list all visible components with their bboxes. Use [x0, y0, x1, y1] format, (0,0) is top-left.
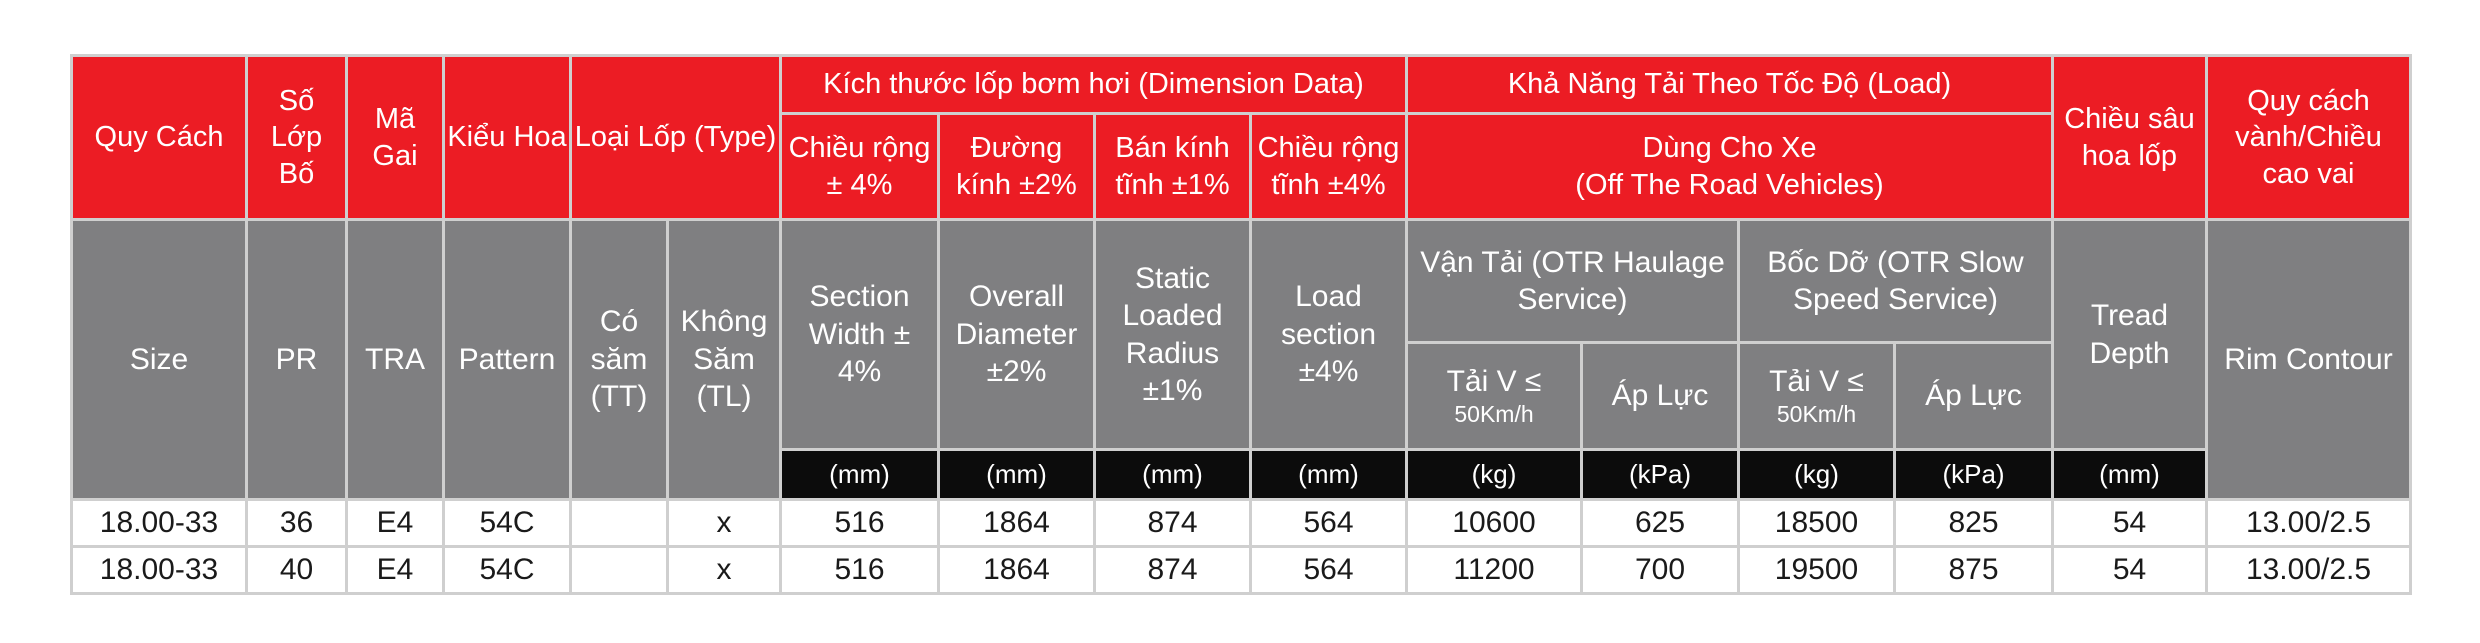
- unit-cell: (kPa): [1893, 448, 2054, 501]
- header-vehicle-line2: (Off The Road Vehicles): [1575, 168, 1884, 201]
- header-haulage-speed: 50Km/h: [1454, 401, 1534, 428]
- cell-tra: E4: [345, 545, 445, 595]
- header-haulage: Vận Tải (OTR Haulage Service): [1405, 218, 1740, 344]
- header-static-radius-vi: Bán kính tĩnh ±1%: [1093, 112, 1252, 221]
- header-row-vi-2: Chiều rộng ± 4% Đường kính ±2% Bán kính …: [72, 112, 2411, 221]
- header-load: Khả Năng Tải Theo Tốc Độ (Load): [1405, 54, 2054, 115]
- unit-cell: (mm): [2051, 448, 2208, 501]
- header-dimension: Kích thước lốp bơm hơi (Dimension Data): [779, 54, 1408, 115]
- header-static-radius-en: Static Loaded Radius ±1%: [1093, 218, 1252, 451]
- cell-static-radius: 874: [1093, 545, 1252, 595]
- cell-load-section: 564: [1249, 498, 1408, 548]
- cell-overall-diameter: 1864: [937, 498, 1096, 548]
- cell-size: 18.00-33: [70, 498, 248, 548]
- header-haulage-load-label: Tải V ≤: [1446, 364, 1542, 398]
- header-rim-en: Rim Contour: [2205, 218, 2412, 501]
- header-size-en: Size: [70, 218, 248, 501]
- cell-pattern: 54C: [442, 498, 572, 548]
- header-overall-diameter-vi: Đường kính ±2%: [937, 112, 1096, 221]
- header-tra-vi: Mã Gai: [345, 54, 445, 221]
- cell-overall-diameter: 1864: [937, 545, 1096, 595]
- table-row: 18.00-33 40 E4 54C x 516 1864 874 564 11…: [70, 545, 2412, 595]
- cell-slow-pressure: 875: [1893, 545, 2054, 595]
- header-slow-load: Tải V ≤ 50Km/h: [1737, 341, 1896, 451]
- cell-tube: [569, 498, 669, 548]
- header-pattern-en: Pattern: [442, 218, 572, 501]
- cell-haulage-pressure: 625: [1580, 498, 1740, 548]
- header-slow-speed-value: 50Km/h: [1776, 401, 1857, 428]
- header-units-row: (mm) (mm) (mm) (mm) (kg) (kPa) (kg) (kPa…: [72, 448, 2411, 501]
- cell-tra: E4: [345, 498, 445, 548]
- tire-spec-table-wrapper: Quy Cách Số Lớp Bố Mã Gai Kiểu Hoa Loại …: [70, 54, 2412, 595]
- cell-rim-contour: 13.00/2.5: [2205, 498, 2412, 548]
- header-tubeless: Không Săm (TL): [666, 218, 782, 501]
- cell-tread-depth: 54: [2051, 498, 2208, 548]
- header-haulage-pressure: Áp Lực: [1580, 341, 1740, 451]
- header-tube: Có săm (TT): [569, 218, 669, 501]
- unit-cell: (mm): [937, 448, 1096, 501]
- cell-size: 18.00-33: [70, 545, 248, 595]
- header-size-vi: Quy Cách: [70, 54, 248, 221]
- header-type-vi: Loại Lốp (Type): [569, 54, 782, 221]
- cell-tubeless: x: [666, 545, 782, 595]
- header-pattern-vi: Kiểu Hoa: [442, 54, 572, 221]
- unit-cell: (mm): [779, 448, 940, 501]
- header-row-vi-1: Quy Cách Số Lớp Bố Mã Gai Kiểu Hoa Loại …: [70, 54, 2412, 221]
- header-haulage-load: Tải V ≤ 50Km/h: [1405, 341, 1583, 451]
- cell-load-section: 564: [1249, 545, 1408, 595]
- header-load-section-en: Load section ±4%: [1249, 218, 1408, 451]
- cell-section-width: 516: [779, 498, 940, 548]
- cell-slow-load: 18500: [1737, 498, 1896, 548]
- unit-cell: (kg): [1405, 448, 1583, 501]
- header-row-en-2: Tải V ≤ 50Km/h Áp Lực Tải V ≤ 50Km/h Áp …: [72, 341, 2411, 451]
- header-section-width-vi: Chiều rộng ± 4%: [779, 112, 940, 221]
- cell-tread-depth: 54: [2051, 545, 2208, 595]
- header-tread-vi: Chiều sâu hoa lốp: [2051, 54, 2208, 221]
- cell-static-radius: 874: [1093, 498, 1252, 548]
- unit-cell: (mm): [1249, 448, 1408, 501]
- cell-haulage-load: 10600: [1405, 498, 1583, 548]
- cell-haulage-load: 11200: [1405, 545, 1583, 595]
- cell-slow-load: 19500: [1737, 545, 1896, 595]
- header-load-section-vi: Chiều rộng tĩnh ±4%: [1249, 112, 1408, 221]
- cell-rim-contour: 13.00/2.5: [2205, 545, 2412, 595]
- cell-ply: 36: [245, 498, 348, 548]
- cell-pattern: 54C: [442, 545, 572, 595]
- header-section-width-en: Section Width ± 4%: [779, 218, 940, 451]
- header-slow-pressure: Áp Lực: [1893, 341, 2054, 451]
- header-slow-load-label: Tải V ≤: [1769, 364, 1864, 398]
- header-tread-en: Tread Depth: [2051, 218, 2208, 451]
- unit-cell: (mm): [1093, 448, 1252, 501]
- cell-slow-pressure: 825: [1893, 498, 2054, 548]
- unit-cell: (kg): [1737, 448, 1896, 501]
- cell-haulage-pressure: 700: [1580, 545, 1740, 595]
- header-vehicle: Dùng Cho Xe (Off The Road Vehicles): [1405, 112, 2054, 221]
- unit-cell: (kPa): [1580, 448, 1740, 501]
- cell-ply: 40: [245, 545, 348, 595]
- header-row-en-1: Size PR TRA Pattern Có săm (TT) Không Să…: [70, 218, 2412, 501]
- header-ply-vi: Số Lớp Bố: [245, 54, 348, 221]
- header-overall-diameter-en: Overall Diameter ±2%: [937, 218, 1096, 451]
- tire-spec-table: Quy Cách Số Lớp Bố Mã Gai Kiểu Hoa Loại …: [70, 54, 2412, 595]
- table-row: 18.00-33 36 E4 54C x 516 1864 874 564 10…: [70, 498, 2412, 548]
- header-tra-en: TRA: [345, 218, 445, 501]
- header-rim-vi: Quy cách vành/Chiều cao vai: [2205, 54, 2412, 221]
- cell-section-width: 516: [779, 545, 940, 595]
- cell-tubeless: x: [666, 498, 782, 548]
- header-ply-en: PR: [245, 218, 348, 501]
- header-slow-speed: Bốc Dỡ (OTR Slow Speed Service): [1737, 218, 2054, 344]
- header-vehicle-line1: Dùng Cho Xe: [1642, 132, 1817, 165]
- cell-tube: [569, 545, 669, 595]
